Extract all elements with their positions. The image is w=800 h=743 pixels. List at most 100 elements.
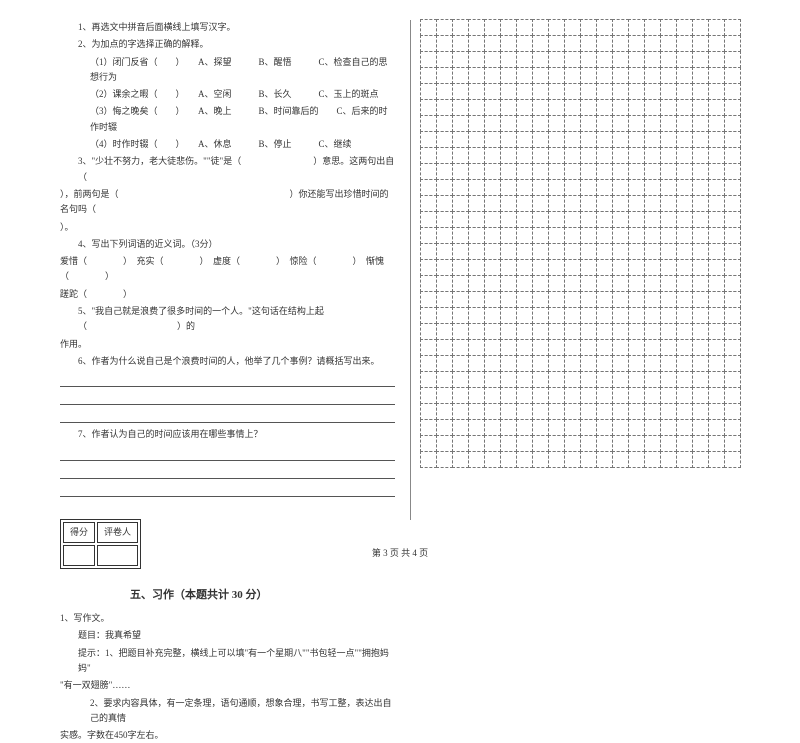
answer-line (60, 465, 395, 479)
grid-cell (660, 67, 677, 84)
grid-cell (420, 35, 437, 52)
grid-cell (484, 195, 501, 212)
grid-cell (708, 163, 725, 180)
grid-cell (708, 131, 725, 148)
grid-cell (420, 451, 437, 468)
grid-cell (676, 147, 693, 164)
grid-cell (468, 131, 485, 148)
grid-cell (420, 19, 437, 36)
grid-cell (468, 243, 485, 260)
grid-cell (660, 355, 677, 372)
grid-cell (724, 195, 741, 212)
grid-cell (564, 435, 581, 452)
grid-cell (484, 99, 501, 116)
grid-cell (612, 419, 629, 436)
grid-cell (676, 227, 693, 244)
grid-cell (660, 35, 677, 52)
grid-cell (644, 451, 661, 468)
grid-cell (436, 339, 453, 356)
grid-cell (484, 227, 501, 244)
grid-cell (500, 355, 517, 372)
grid-cell (628, 243, 645, 260)
grid-cell (628, 83, 645, 100)
grid-cell (724, 339, 741, 356)
grid-cell (596, 307, 613, 324)
grid-cell (628, 323, 645, 340)
grid-cell (436, 67, 453, 84)
grid-cell (628, 195, 645, 212)
grid-cell (660, 451, 677, 468)
grid-cell (420, 419, 437, 436)
grid-cell (500, 147, 517, 164)
grid-cell (628, 387, 645, 404)
grid-cell (548, 19, 565, 36)
grid-cell (516, 355, 533, 372)
grid-cell (484, 291, 501, 308)
grid-cell (580, 355, 597, 372)
grid-cell (564, 259, 581, 276)
grid-cell (724, 355, 741, 372)
grid-row (421, 388, 761, 404)
grid-cell (420, 371, 437, 388)
grid-cell (612, 67, 629, 84)
grid-cell (724, 403, 741, 420)
grid-cell (676, 419, 693, 436)
grid-cell (692, 19, 709, 36)
grid-cell (420, 83, 437, 100)
grid-cell (468, 67, 485, 84)
question-7: 7、作者认为自己的时间应该用在哪些事情上？ (60, 427, 395, 442)
grid-cell (676, 115, 693, 132)
grid-cell (484, 115, 501, 132)
grid-cell (708, 195, 725, 212)
grid-cell (548, 291, 565, 308)
score-header: 得分 (63, 522, 95, 543)
grid-cell (676, 179, 693, 196)
grid-cell (516, 67, 533, 84)
grid-cell (484, 67, 501, 84)
grid-cell (452, 323, 469, 340)
grid-row (421, 68, 761, 84)
grid-cell (660, 419, 677, 436)
grid-cell (596, 51, 613, 68)
grid-cell (420, 291, 437, 308)
grid-cell (500, 211, 517, 228)
grid-cell (644, 339, 661, 356)
grid-cell (484, 355, 501, 372)
grid-cell (580, 451, 597, 468)
grid-cell (692, 35, 709, 52)
left-column: 1、再选文中拼音后面横线上填写汉字。 2、为加点的字选择正确的解释。 （1）闭门… (60, 20, 410, 530)
grid-cell (692, 355, 709, 372)
writing-grid (421, 20, 761, 500)
question-5b: 作用。 (60, 337, 395, 352)
grid-cell (612, 339, 629, 356)
grid-cell (724, 211, 741, 228)
grid-cell (580, 227, 597, 244)
grid-cell (452, 435, 469, 452)
question-6: 6、作者为什么说自己是个浪费时间的人，他举了几个事例？请概括写出来。 (60, 354, 395, 369)
grid-cell (724, 435, 741, 452)
grid-cell (644, 147, 661, 164)
grid-cell (532, 147, 549, 164)
grid-cell (516, 195, 533, 212)
grid-cell (564, 291, 581, 308)
grid-cell (564, 243, 581, 260)
grid-cell (532, 371, 549, 388)
grid-cell (548, 435, 565, 452)
grid-cell (708, 403, 725, 420)
grid-cell (532, 291, 549, 308)
grid-cell (500, 19, 517, 36)
grid-cell (612, 291, 629, 308)
grid-cell (708, 19, 725, 36)
grid-row (421, 308, 761, 324)
grid-cell (484, 259, 501, 276)
grid-cell (500, 195, 517, 212)
grid-cell (660, 339, 677, 356)
grid-cell (708, 211, 725, 228)
grid-cell (500, 243, 517, 260)
grid-cell (612, 19, 629, 36)
grid-cell (724, 451, 741, 468)
grid-cell (484, 179, 501, 196)
grid-cell (612, 99, 629, 116)
grid-cell (484, 403, 501, 420)
grid-cell (596, 339, 613, 356)
